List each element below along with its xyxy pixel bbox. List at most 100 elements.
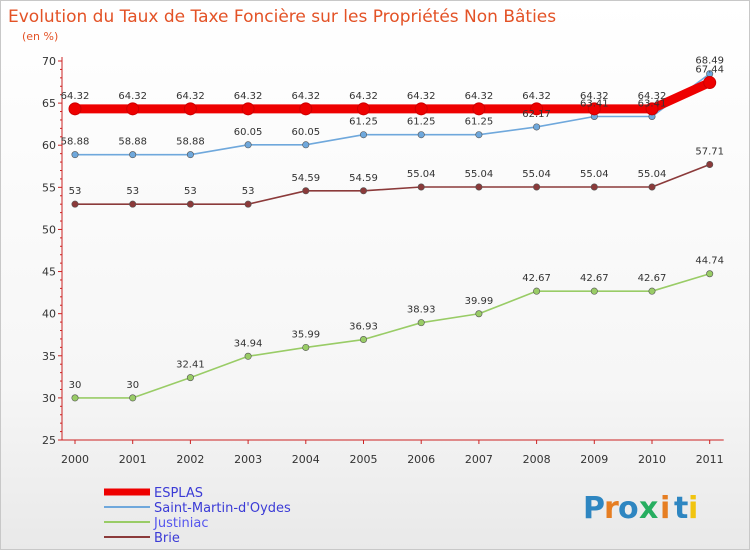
data-point	[590, 287, 598, 295]
data-label: 64.32	[407, 91, 436, 102]
data-label: 68.49	[695, 56, 724, 67]
series-brie	[71, 161, 714, 208]
data-label: 30	[69, 380, 82, 391]
logo-letter: t	[674, 491, 688, 526]
data-point	[302, 343, 310, 351]
y-tick-label: 40	[42, 308, 56, 321]
data-point	[186, 151, 194, 159]
data-label: 63.41	[580, 99, 609, 110]
data-point	[414, 102, 428, 116]
data-label: 55.04	[580, 169, 609, 180]
data-point	[587, 102, 601, 116]
data-label: 32.41	[176, 360, 205, 371]
data-point	[71, 151, 79, 159]
data-point	[186, 200, 194, 208]
y-tick-label: 50	[42, 223, 56, 236]
data-point	[648, 183, 656, 191]
data-label: 61.25	[407, 117, 436, 128]
chart-title: Evolution du Taux de Taxe Foncière sur l…	[8, 7, 556, 27]
data-label: 44.74	[695, 256, 724, 267]
data-point	[475, 310, 483, 318]
logo-letter: i	[660, 491, 670, 526]
data-label: 64.32	[291, 91, 320, 102]
data-point	[706, 161, 714, 169]
data-label: 53	[126, 186, 139, 197]
data-point	[244, 352, 252, 360]
data-point	[475, 131, 483, 139]
data-label: 55.04	[522, 169, 551, 180]
data-point	[126, 102, 140, 116]
data-point	[244, 141, 252, 149]
data-point	[299, 102, 313, 116]
data-point	[590, 183, 598, 191]
data-point	[533, 183, 541, 191]
data-label: 64.32	[118, 91, 147, 102]
y-tick-label: 70	[42, 55, 56, 68]
data-label: 64.32	[349, 91, 378, 102]
data-label: 58.88	[61, 137, 90, 148]
data-label: 55.04	[638, 169, 667, 180]
legend-label: ESPLAS	[154, 486, 203, 501]
y-tick-label: 45	[42, 266, 56, 279]
series-line	[74, 163, 711, 205]
data-point	[71, 394, 79, 402]
data-point	[533, 287, 541, 295]
data-label: 30	[126, 380, 139, 391]
series-layer	[68, 70, 717, 402]
data-label: 38.93	[407, 305, 436, 316]
data-point	[302, 141, 310, 149]
data-label: 61.25	[349, 117, 378, 128]
data-label: 36.93	[349, 322, 378, 333]
logo-letter: P	[583, 491, 605, 526]
x-tick-label: 2005	[350, 453, 378, 466]
data-point	[475, 183, 483, 191]
y-tick-label: 65	[42, 97, 56, 110]
data-label: 61.25	[465, 117, 494, 128]
logo-letter: x	[639, 491, 658, 526]
data-point	[183, 102, 197, 116]
data-label: 64.32	[465, 91, 494, 102]
data-label: 42.67	[522, 273, 551, 284]
data-point	[129, 151, 137, 159]
x-tick-label: 2008	[523, 453, 551, 466]
data-label: 39.99	[465, 296, 494, 307]
data-label: 42.67	[580, 273, 609, 284]
logo-letter: o	[618, 491, 639, 526]
data-point	[417, 131, 425, 139]
legend-label: Justiniac	[153, 516, 209, 531]
data-labels: 64.32 64.32 64.32 64.32 64.32 64.32 64.32 64.32…	[61, 56, 724, 391]
x-tick-label: 2010	[638, 453, 666, 466]
data-point	[417, 319, 425, 327]
data-point	[359, 131, 367, 139]
data-point	[244, 200, 252, 208]
x-tick-label: 2000	[61, 453, 89, 466]
series-saint-martin-d-oydes	[71, 70, 714, 159]
data-point	[417, 183, 425, 191]
legend-label: Brie	[154, 531, 180, 546]
data-label: 35.99	[291, 329, 320, 340]
data-label: 60.05	[291, 127, 320, 138]
data-point	[533, 123, 541, 131]
series-line	[74, 72, 711, 156]
logo-letter: i	[688, 491, 698, 526]
x-tick-label: 2001	[119, 453, 147, 466]
x-tick-label: 2011	[696, 453, 724, 466]
data-point	[472, 102, 486, 116]
data-label: 64.32	[234, 91, 263, 102]
data-label: 60.05	[234, 127, 263, 138]
data-label: 34.94	[234, 338, 263, 349]
data-point	[703, 76, 717, 90]
x-tick-label: 2009	[580, 453, 608, 466]
y-tick-label: 25	[42, 434, 56, 447]
data-label: 64.32	[61, 91, 90, 102]
data-label: 53	[242, 186, 255, 197]
y-tick-label: 30	[42, 392, 56, 405]
x-tick-label: 2006	[407, 453, 435, 466]
y-tick-label: 60	[42, 139, 56, 152]
data-label: 55.04	[407, 169, 436, 180]
data-label: 64.32	[522, 91, 551, 102]
y-tick-label: 35	[42, 350, 56, 363]
